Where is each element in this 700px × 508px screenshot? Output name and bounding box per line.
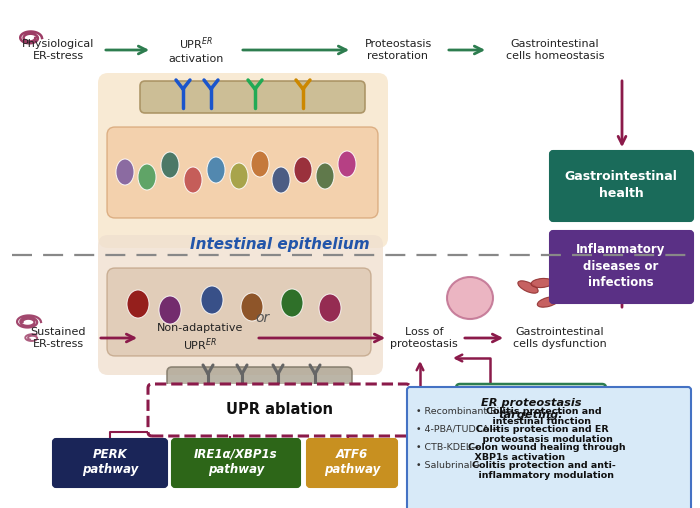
Ellipse shape (230, 163, 248, 189)
Text: Non-adaptative
UPR$^{ER}$: Non-adaptative UPR$^{ER}$ (157, 323, 243, 353)
Ellipse shape (281, 289, 303, 317)
Ellipse shape (161, 152, 179, 178)
FancyBboxPatch shape (550, 231, 693, 303)
Ellipse shape (319, 294, 341, 322)
FancyBboxPatch shape (107, 127, 378, 218)
FancyBboxPatch shape (107, 268, 371, 356)
FancyBboxPatch shape (140, 81, 365, 113)
Text: ER proteostasis
targeting:: ER proteostasis targeting: (481, 398, 581, 420)
Ellipse shape (538, 297, 559, 307)
FancyBboxPatch shape (307, 439, 397, 487)
Ellipse shape (159, 296, 181, 324)
FancyBboxPatch shape (167, 367, 352, 397)
Text: IRE1α/XBP1s
pathway: IRE1α/XBP1s pathway (194, 448, 278, 477)
FancyBboxPatch shape (456, 384, 606, 436)
Text: Loss of
proteostasis: Loss of proteostasis (390, 327, 458, 349)
Ellipse shape (531, 278, 553, 288)
Ellipse shape (116, 159, 134, 185)
Ellipse shape (316, 163, 334, 189)
FancyBboxPatch shape (53, 439, 167, 487)
Text: Proteostasis
restoration: Proteostasis restoration (365, 39, 432, 61)
Text: Physiological
ER-stress: Physiological ER-stress (22, 39, 95, 61)
Ellipse shape (338, 151, 356, 177)
Text: UPR$^{ER}$
activation: UPR$^{ER}$ activation (168, 36, 224, 65)
Text: Gastrointestinal
cells dysfunction: Gastrointestinal cells dysfunction (513, 327, 607, 349)
Text: • Salubrinal→: • Salubrinal→ (416, 461, 483, 470)
FancyBboxPatch shape (98, 73, 388, 248)
FancyBboxPatch shape (550, 151, 693, 221)
FancyBboxPatch shape (407, 387, 691, 508)
FancyBboxPatch shape (148, 384, 410, 436)
Ellipse shape (184, 167, 202, 193)
Text: Sustained
ER-stress: Sustained ER-stress (30, 327, 85, 349)
Text: Colitis protection and ER
  proteostasis modulation: Colitis protection and ER proteostasis m… (476, 425, 613, 444)
Text: or: or (255, 311, 269, 325)
Ellipse shape (294, 157, 312, 183)
Text: Gastrointestinal
cells homeostasis: Gastrointestinal cells homeostasis (505, 39, 604, 61)
Ellipse shape (201, 286, 223, 314)
Text: Colitis protection and anti-
  inflammatory modulation: Colitis protection and anti- inflammator… (472, 461, 616, 481)
Text: • 4-PBA/TUDCA →: • 4-PBA/TUDCA → (416, 425, 503, 434)
Ellipse shape (127, 290, 149, 318)
Ellipse shape (447, 277, 493, 319)
Text: • Recombinant BiP→: • Recombinant BiP→ (416, 407, 516, 416)
Ellipse shape (207, 157, 225, 183)
Text: Inflammatory
diseases or
infections: Inflammatory diseases or infections (576, 242, 666, 290)
Text: Colon wound healing through
  XBP1s activation: Colon wound healing through XBP1s activa… (468, 443, 626, 462)
Text: Colitis protection and
  intestinal function: Colitis protection and intestinal functi… (486, 407, 601, 426)
Text: ATF6
pathway: ATF6 pathway (324, 448, 380, 477)
Ellipse shape (241, 293, 263, 321)
Ellipse shape (518, 281, 538, 293)
FancyBboxPatch shape (98, 235, 383, 375)
Text: UPR ablation: UPR ablation (225, 401, 332, 417)
Text: Intestinal epithelium: Intestinal epithelium (190, 238, 370, 252)
Ellipse shape (138, 164, 156, 190)
Text: • CTB-KDEL→: • CTB-KDEL→ (416, 443, 482, 452)
Ellipse shape (272, 167, 290, 193)
Text: Gastrointestinal
health: Gastrointestinal health (565, 170, 678, 200)
Text: PERK
pathway: PERK pathway (82, 448, 138, 477)
Ellipse shape (251, 151, 269, 177)
FancyBboxPatch shape (172, 439, 300, 487)
